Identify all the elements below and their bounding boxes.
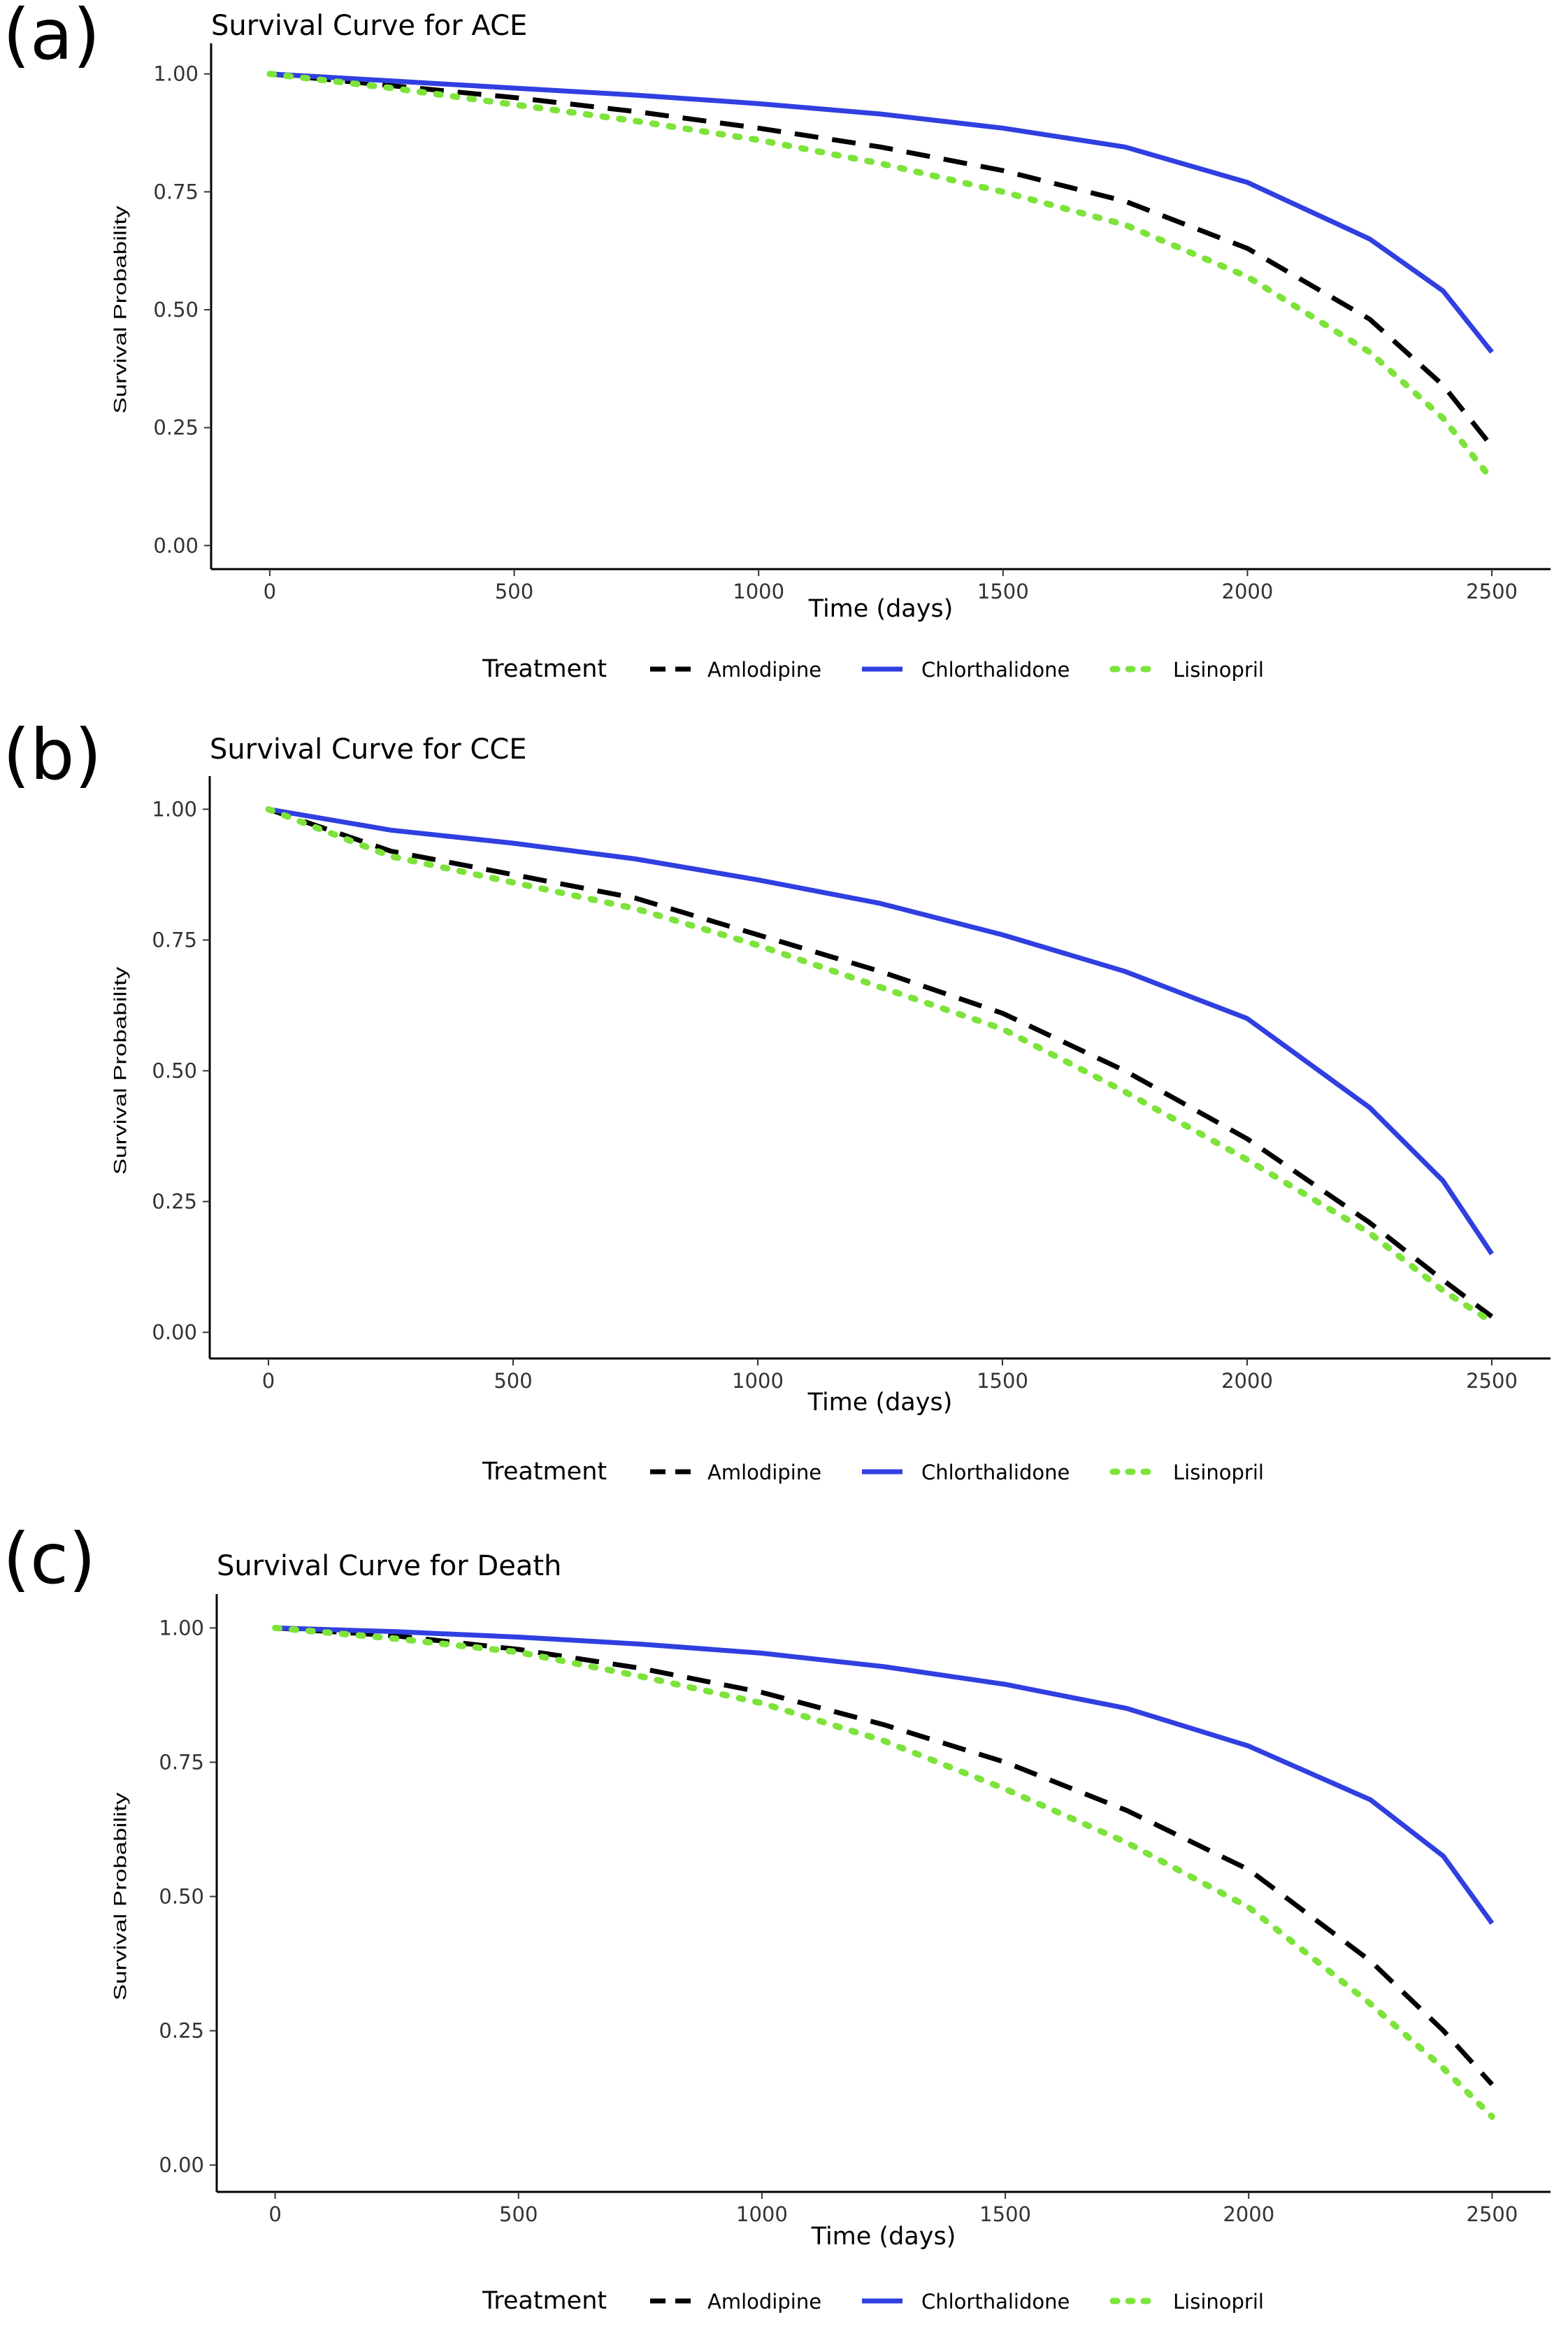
series-line-amlodipine — [275, 1625, 1494, 2086]
x-tick-label: 1000 — [736, 2202, 788, 2226]
y-tick-label: 0.00 — [159, 2153, 204, 2177]
x-tick-label: 500 — [494, 1369, 532, 1393]
x-tick-label: 2500 — [1466, 1369, 1518, 1393]
x-tick-label: 2000 — [1223, 2202, 1274, 2226]
chart-title: Survival Curve for Death — [217, 1550, 561, 1582]
y-tick-label: 0.50 — [153, 298, 199, 322]
legend-label-lisinopril: Lisinopril — [1173, 1461, 1264, 1484]
legend-label-chlorthalidone: Chlorthalidone — [921, 1461, 1070, 1484]
survival-chart-cce: Survival Curve for CCE 0.00 0.25 0.50 0.75 1.… — [110, 733, 1551, 1486]
y-tick-label: 0.75 — [159, 1750, 204, 1774]
x-tick-label: 2500 — [1467, 2202, 1518, 2226]
x-tick-label: 2500 — [1466, 580, 1518, 603]
legend-label-lisinopril: Lisinopril — [1173, 2290, 1264, 2314]
x-tick-label: 0 — [264, 580, 276, 603]
y-tick-label: 1.00 — [153, 62, 199, 86]
x-axis-title: Time (days) — [811, 2223, 956, 2251]
x-tick-label: 0 — [262, 1369, 275, 1393]
legend-title: Treatment — [482, 655, 607, 683]
series-line-lisinopril — [266, 71, 1495, 483]
legend-title: Treatment — [482, 2287, 607, 2315]
x-axis-title: Time (days) — [808, 595, 954, 623]
x-tick-label: 1000 — [732, 1369, 784, 1393]
panel-label: (b) — [3, 714, 102, 796]
panel-label: (a) — [3, 0, 101, 76]
legend-label-amlodipine: Amlodipine — [707, 658, 821, 682]
x-tick-label: 2000 — [1221, 1369, 1273, 1393]
series-line-lisinopril — [265, 805, 1495, 1326]
legend-label-amlodipine: Amlodipine — [707, 2290, 821, 2314]
y-tick-label: 0.25 — [152, 1190, 197, 1214]
x-tick-label: 1500 — [977, 580, 1029, 603]
x-tick-label: 1500 — [977, 1369, 1028, 1393]
panel-label: (c) — [3, 1518, 96, 1600]
y-tick-label: 0.50 — [159, 1885, 204, 1909]
series-line-chlorthalidone — [269, 71, 1494, 354]
legend-title: Treatment — [482, 1458, 607, 1486]
legend-label-chlorthalidone: Chlorthalidone — [921, 658, 1070, 682]
chart-title: Survival Curve for CCE — [210, 733, 527, 766]
y-tick-label: 1.00 — [159, 1616, 204, 1640]
legend-label-lisinopril: Lisinopril — [1173, 658, 1264, 682]
panel-a: (a) Survival Curve for ACE 0.00 0.25 0.50 0.… — [0, 0, 1568, 706]
y-tick-label: 0.50 — [152, 1059, 197, 1083]
y-tick-label: 0.25 — [153, 416, 199, 440]
panel-c: (c) Survival Curve for Death 0.00 0.25 0.50… — [0, 1524, 1568, 2342]
y-tick-label: 0.25 — [159, 2019, 204, 2043]
y-axis-title: Survival Probability — [110, 1792, 130, 2000]
y-axis-title: Survival Probability — [110, 205, 130, 413]
legend-label-chlorthalidone: Chlorthalidone — [921, 2290, 1070, 2314]
series-line-amlodipine — [269, 71, 1494, 448]
y-tick-label: 1.00 — [152, 797, 197, 821]
x-axis-title: Time (days) — [807, 1389, 953, 1417]
y-axis-title: Survival Probability — [110, 966, 130, 1175]
series-line-amlodipine — [267, 807, 1494, 1319]
survival-chart-death: Survival Curve for Death 0.00 0.25 0.50 0.75… — [110, 1550, 1551, 2315]
x-tick-label: 1000 — [733, 580, 784, 603]
survival-chart-ace: Survival Curve for ACE 0.00 0.25 0.50 0.75 1.… — [110, 10, 1551, 683]
x-tick-label: 0 — [268, 2202, 281, 2226]
x-tick-label: 500 — [499, 2202, 538, 2226]
x-tick-label: 2000 — [1222, 580, 1274, 603]
chart-title: Survival Curve for ACE — [211, 10, 527, 42]
series-line-chlorthalidone — [268, 806, 1494, 1256]
y-tick-label: 0.00 — [152, 1321, 197, 1344]
x-tick-label: 1500 — [979, 2202, 1031, 2226]
y-tick-label: 0.00 — [153, 533, 199, 557]
panel-b: (b) Survival Curve for CCE 0.00 0.25 0.50 0.… — [0, 720, 1568, 1496]
series-line-lisinopril — [272, 1624, 1495, 2120]
legend-label-amlodipine: Amlodipine — [707, 1461, 821, 1484]
y-tick-label: 0.75 — [152, 928, 197, 952]
y-tick-label: 0.75 — [153, 180, 199, 203]
series-line-chlorthalidone — [275, 1625, 1495, 1925]
x-tick-label: 500 — [495, 580, 533, 603]
